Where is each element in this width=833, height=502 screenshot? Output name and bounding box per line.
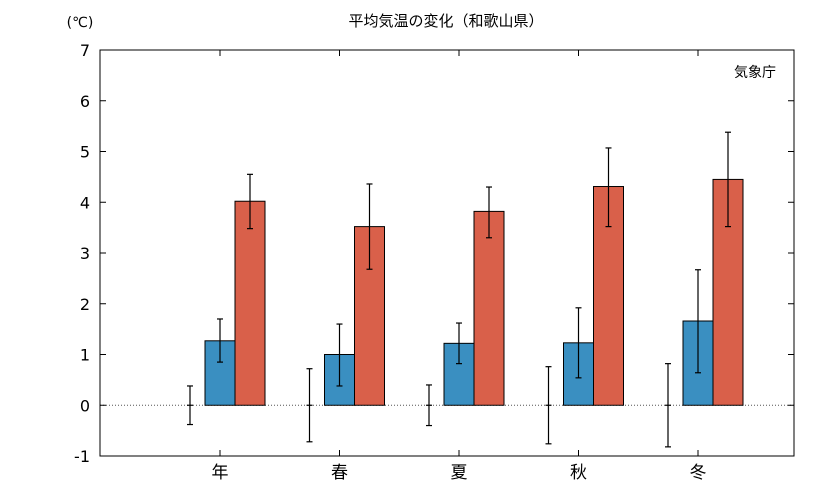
y-tick-label: 5 (80, 143, 90, 162)
y-tick-label: 3 (80, 244, 90, 263)
y-tick-label: 7 (80, 41, 90, 60)
credit-label: 気象庁 (734, 65, 776, 81)
x-tick-label: 年 (212, 463, 229, 483)
y-tick-label: 1 (80, 346, 90, 365)
bar-series-3 (473, 210, 505, 406)
chart-title: 平均気温の変化（和歌山県） (348, 12, 543, 30)
y-tick-label: 0 (80, 396, 90, 415)
x-tick-label: 春 (331, 463, 348, 483)
y-unit-label: (℃) (67, 15, 94, 31)
x-tick-label: 秋 (570, 463, 587, 483)
y-tick-label: 2 (80, 295, 90, 314)
y-tick-label: 4 (80, 193, 90, 212)
y-tick-label: -1 (74, 447, 90, 466)
x-tick-label: 夏 (451, 463, 468, 483)
plot-area: -1 0 1 2 3 4 5 6 7 年 春 夏 秋 冬 (74, 41, 795, 483)
x-tick-label: 冬 (690, 463, 707, 483)
bar-series-3 (234, 200, 266, 406)
y-tick-label: 6 (80, 92, 90, 111)
plot-frame (99, 49, 795, 457)
